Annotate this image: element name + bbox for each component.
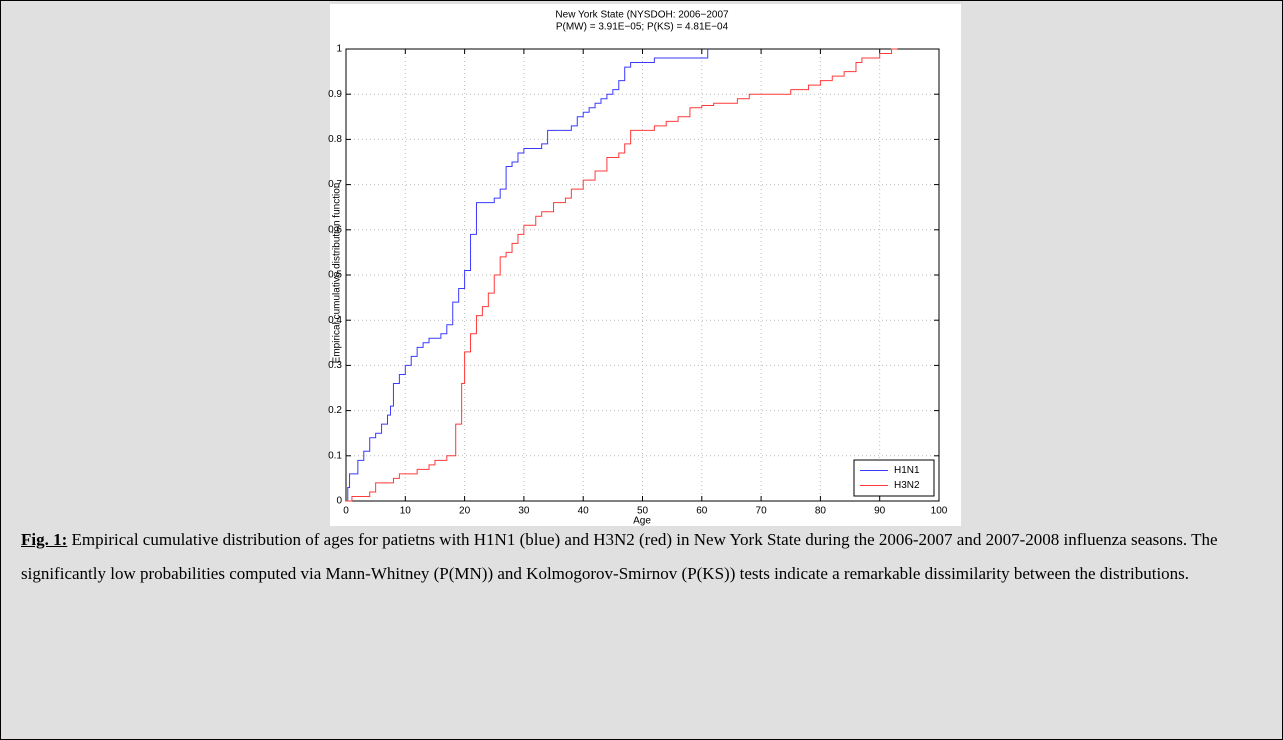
x-tick-label: 10 bbox=[400, 506, 412, 517]
x-tick-label: 100 bbox=[931, 506, 948, 517]
y-axis-label: Empirical cumulative distribution functi… bbox=[332, 183, 343, 364]
chart: New York State (NYSDOH: 2006−2007 P(MW) … bbox=[328, 4, 961, 526]
caption-text: Empirical cumulative distribution of age… bbox=[21, 530, 1218, 583]
x-tick-label: 50 bbox=[637, 506, 649, 517]
x-tick-label: 60 bbox=[696, 506, 708, 517]
x-tick-label: 20 bbox=[459, 506, 471, 517]
y-tick-label: 0.4 bbox=[328, 315, 342, 326]
y-tick-label: 0.7 bbox=[328, 179, 342, 190]
x-tick-label: 90 bbox=[874, 506, 886, 517]
x-axis-label: Age bbox=[633, 516, 651, 526]
x-tick-label: 0 bbox=[343, 506, 349, 517]
y-tick-label: 0.1 bbox=[328, 450, 342, 461]
series-line bbox=[346, 48, 898, 502]
y-tick-label: 0.3 bbox=[328, 360, 342, 371]
x-tick-label: 30 bbox=[518, 506, 530, 517]
y-tick-label: 0.8 bbox=[328, 134, 342, 145]
chart-subtitle: P(MW) = 3.91E−05; P(KS) = 4.81E−04 bbox=[556, 22, 729, 33]
x-tick-label: 80 bbox=[815, 506, 827, 517]
x-tick-label: 70 bbox=[756, 506, 768, 517]
y-tick-label: 0.5 bbox=[328, 270, 342, 281]
legend-label: H1N1 bbox=[894, 465, 920, 476]
y-tick-label: 0 bbox=[336, 496, 342, 507]
y-tick-label: 0.9 bbox=[328, 89, 342, 100]
y-tick-label: 0.2 bbox=[328, 405, 342, 416]
x-tick-label: 40 bbox=[578, 506, 590, 517]
caption: Fig. 1: Empirical cumulative distributio… bbox=[21, 523, 1251, 590]
legend-box bbox=[853, 459, 935, 497]
chart-background bbox=[330, 4, 961, 526]
y-tick-label: 1 bbox=[336, 44, 342, 55]
series-line bbox=[346, 49, 709, 502]
chart-title: New York State (NYSDOH: 2006−2007 bbox=[555, 10, 729, 21]
legend-label: H3N2 bbox=[894, 480, 920, 491]
y-tick-label: 0.6 bbox=[328, 224, 342, 235]
plot-frame bbox=[345, 48, 940, 502]
caption-label: Fig. 1: bbox=[21, 530, 68, 549]
